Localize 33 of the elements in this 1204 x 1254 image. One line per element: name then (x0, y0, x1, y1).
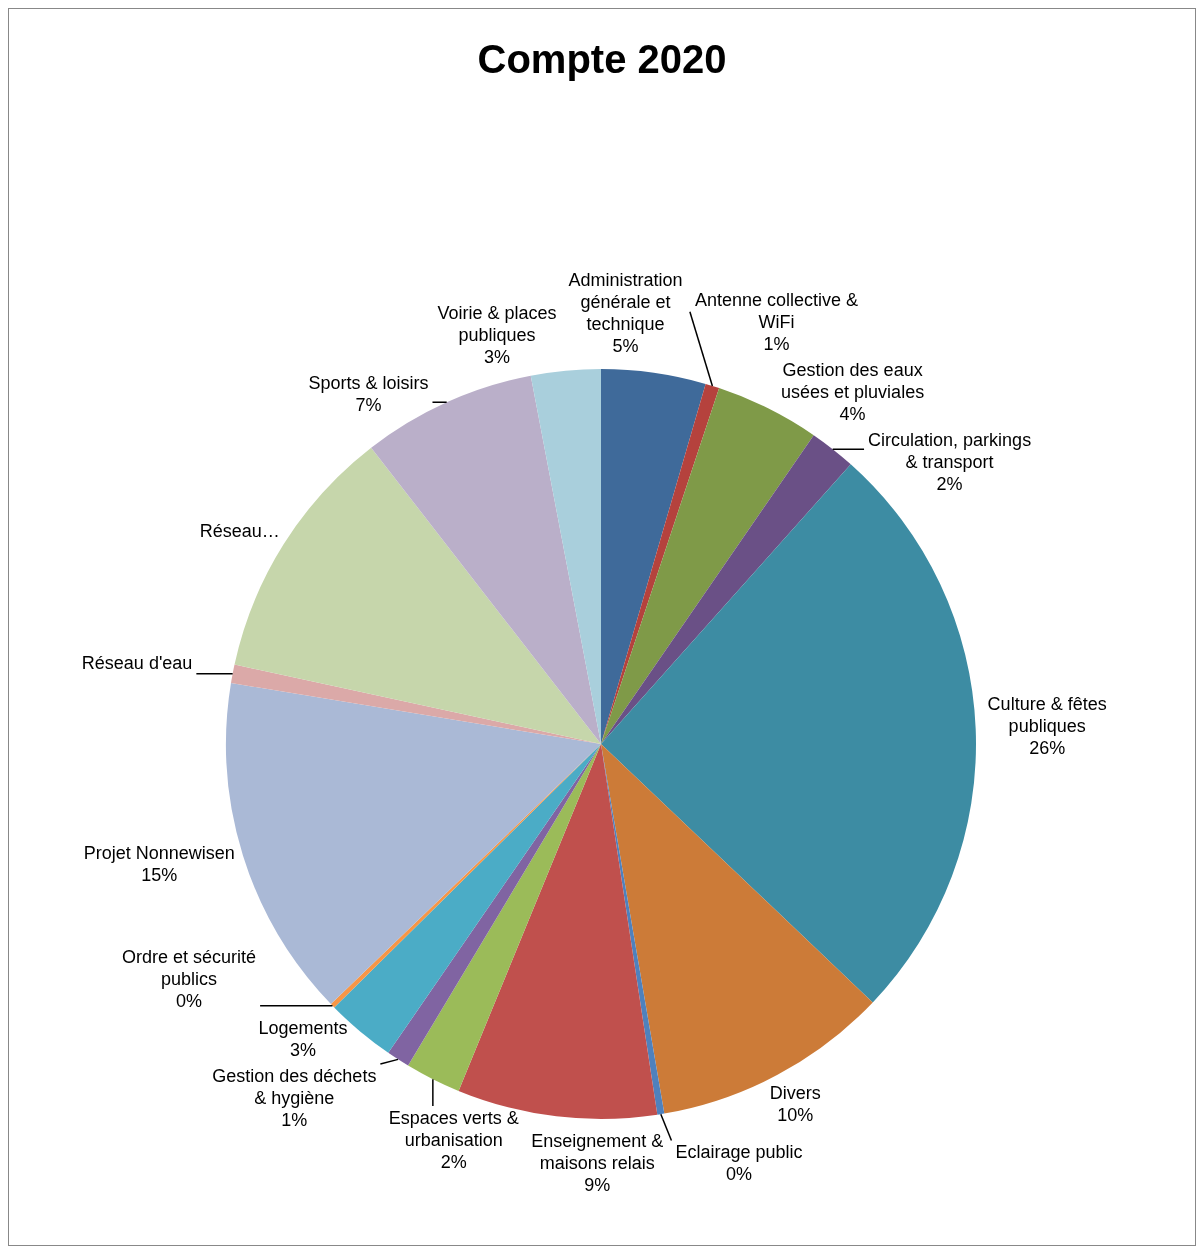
data-label: 0% (176, 991, 203, 1012)
slice-label: Voirie & places publiques (437, 302, 557, 345)
slice-label: Enseignement & maisons relais (531, 1130, 664, 1173)
data-label: 1% (281, 1109, 308, 1130)
chart-title: Compte 2020 (476, 37, 728, 82)
slice-label: Réseau… (199, 520, 280, 541)
slice-label: Ordre et sécurité publics (122, 947, 257, 990)
slice-label: Gestion des eaux usées et pluviales (781, 359, 925, 402)
data-label: 0% (725, 1164, 752, 1185)
data-label: 1% (763, 333, 790, 354)
slice-label: Circulation, parkings & transport (868, 430, 1032, 473)
data-label: 2% (936, 474, 963, 495)
data-label: 10% (777, 1104, 814, 1125)
slice-label: Administration générale et technique (568, 269, 683, 334)
slice-label: Culture & fêtes publiques (987, 693, 1107, 736)
slice-label: Eclairage public (675, 1142, 803, 1163)
data-label: 26% (1029, 737, 1066, 758)
slice-label: Divers (769, 1082, 821, 1103)
slice-label: Sports & loisirs (308, 372, 429, 393)
data-label: 3% (289, 1039, 316, 1060)
slice-label: Logements (258, 1017, 348, 1038)
data-label: 5% (612, 335, 639, 356)
data-label: 2% (440, 1152, 467, 1173)
slice-label: Antenne collective & WiFi (694, 289, 858, 332)
slice-label: Réseau d'eau (81, 652, 193, 673)
data-label: 15% (141, 865, 178, 886)
data-label: 7% (355, 394, 382, 415)
data-label: 3% (483, 346, 510, 367)
data-label: 4% (839, 403, 866, 424)
slice-label: Projet Nonnewisen (83, 843, 235, 864)
slice-label: Gestion des déchets & hygiène (212, 1065, 377, 1108)
data-label: 9% (584, 1174, 611, 1195)
slice-label: Espaces verts & urbanisation (388, 1108, 519, 1151)
